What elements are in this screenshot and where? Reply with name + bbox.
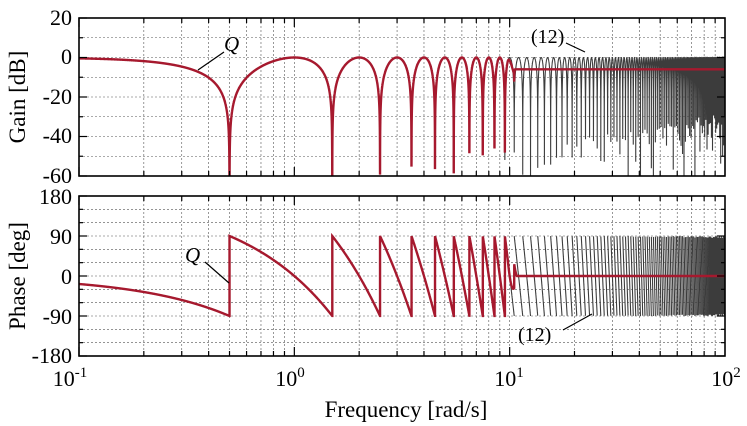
phase-y-axis-title: Phase [deg]	[5, 222, 30, 330]
xtick-label: 10-1	[53, 365, 88, 391]
phase-ytick-label: -90	[43, 304, 72, 329]
xtick-label: 100	[275, 365, 305, 391]
xtick-label: 101	[494, 365, 524, 391]
xtick-labels: 10-1 100 101 102	[53, 365, 741, 391]
phase-ytick-label: 0	[61, 264, 72, 289]
phase-annotation-12: (12)	[518, 313, 593, 346]
phase-ytick-label: 180	[39, 184, 72, 209]
gain-annotation-q-label: Q	[224, 32, 239, 56]
phase-series-q	[79, 232, 725, 318]
gain-y-axis-title: Gain [dB]	[5, 51, 30, 144]
gain-ytick-labels: 20 0 -20 -40 -60	[43, 5, 72, 188]
phase-annotation-12-label: (12)	[518, 324, 551, 346]
gain-series-group	[79, 55, 725, 176]
phase-series-group	[79, 232, 725, 318]
gain-ytick-label: -20	[43, 84, 72, 109]
phase-ticks	[78, 195, 725, 357]
phase-ytick-label: -180	[32, 343, 72, 368]
gain-ytick-label: -60	[43, 163, 72, 188]
phase-ytick-labels: 180 90 0 -90 -180	[32, 184, 72, 368]
x-axis-title: Frequency [rad/s]	[325, 397, 488, 422]
gain-annotation-q: Q	[197, 32, 239, 71]
gain-ytick-label: 0	[61, 44, 72, 69]
phase-annotation-q: Q	[185, 243, 230, 284]
gain-annotation-12-label: (12)	[531, 26, 564, 48]
gain-series-q	[79, 56, 725, 176]
gain-ytick-label: 20	[50, 5, 72, 30]
gain-ticks	[78, 17, 725, 177]
phase-annotation-q-label: Q	[185, 243, 200, 267]
gain-series-12	[499, 55, 725, 176]
phase-ytick-label: 90	[50, 224, 72, 249]
gain-annotation-12: (12)	[531, 26, 586, 53]
xtick-label: 102	[711, 365, 741, 391]
gain-ytick-label: -40	[43, 123, 72, 148]
